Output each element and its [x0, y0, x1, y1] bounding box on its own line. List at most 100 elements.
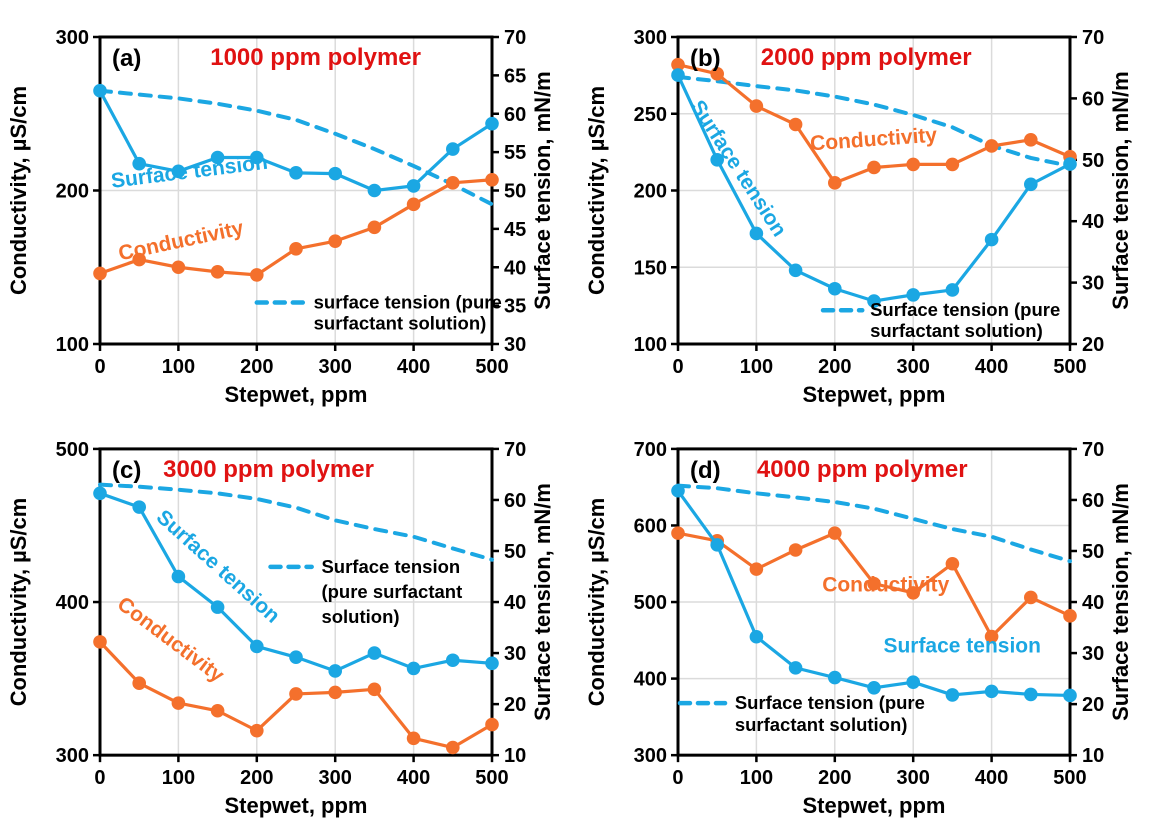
right-tick-label: 45 — [504, 219, 526, 241]
right-axis-title: Surface tension, mN/m — [530, 483, 555, 721]
right-axis-title: Surface tension, mN/m — [1108, 71, 1133, 309]
left-tick-label: 400 — [56, 592, 89, 614]
right-axis-title: Surface tension, mN/m — [1108, 483, 1133, 721]
chart-title: 2000 ppm polymer — [761, 44, 972, 71]
series-marker-conductivity — [1024, 133, 1038, 147]
right-tick-label: 60 — [504, 490, 526, 512]
series-line-conductivity — [98, 178, 494, 277]
left-tick-label: 250 — [634, 104, 667, 126]
left-tick-label: 300 — [634, 745, 667, 767]
series-marker-conductivity — [867, 576, 881, 591]
x-tick-label: 100 — [162, 767, 195, 789]
right-tick-label: 30 — [1082, 273, 1104, 295]
series-marker-conductivity — [132, 676, 146, 690]
series-line-surface-tension-pure — [98, 88, 494, 207]
series-marker-surface-tension — [671, 483, 685, 498]
x-tick-label: 100 — [740, 767, 773, 789]
right-tick-label: 35 — [504, 296, 526, 318]
series-marker-surface-tension — [132, 500, 146, 514]
right-tick-label: 60 — [1082, 490, 1104, 512]
right-tick-label: 70 — [1082, 439, 1104, 461]
x-tick-label: 200 — [818, 356, 851, 378]
chart-panel-d: 0 100 200 300 400 500 300 400 500 600 700 10 20 30 40 5… — [584, 439, 1133, 818]
x-tick-label: 400 — [397, 356, 430, 378]
series-marker-conductivity — [171, 260, 186, 275]
x-tick-label: 300 — [319, 356, 352, 378]
left-tick-label: 300 — [56, 27, 89, 49]
series-marker-conductivity — [446, 176, 460, 190]
left-tick-label: 200 — [56, 181, 89, 203]
series-marker-surface-tension — [788, 263, 803, 278]
series-marker-surface-tension — [710, 153, 724, 167]
left-tick-label: 700 — [634, 439, 667, 461]
series-line-surface-tension-pure — [676, 483, 1072, 564]
series-marker-conductivity — [828, 176, 842, 190]
series-marker-conductivity — [249, 268, 264, 282]
x-axis-title: Stepwet, ppm — [225, 793, 368, 818]
right-axis-title: Surface tension, mN/m — [530, 71, 555, 309]
series-marker-surface-tension — [210, 150, 225, 165]
legend-label: surfactant solution) — [870, 320, 1043, 341]
series-marker-surface-tension — [446, 142, 460, 156]
x-tick-label: 500 — [1053, 356, 1086, 378]
series-marker-conductivity — [289, 687, 303, 701]
series-marker-conductivity — [446, 740, 460, 755]
series-marker-conductivity — [93, 266, 107, 281]
series-marker-surface-tension — [906, 675, 920, 689]
series-marker-conductivity — [249, 723, 264, 738]
x-tick-label: 500 — [1053, 767, 1086, 789]
series-marker-surface-tension — [485, 116, 499, 131]
chart-panel-b: 0 100 200 300 400 500100150200250300203040506… — [584, 27, 1133, 407]
series-marker-surface-tension — [249, 639, 264, 654]
panel-letter: (b) — [690, 45, 721, 72]
x-tick-label: 300 — [897, 767, 930, 789]
series-marker-conductivity — [828, 526, 842, 540]
series-marker-conductivity — [328, 234, 343, 248]
right-tick-label: 50 — [1082, 150, 1104, 172]
panel-letter: (a) — [112, 45, 141, 72]
series-marker-surface-tension — [1024, 177, 1038, 192]
series-marker-surface-tension — [367, 183, 382, 198]
series-marker-surface-tension — [867, 294, 881, 308]
right-tick-label: 50 — [504, 181, 526, 203]
series-marker-surface-tension — [171, 569, 186, 584]
panel-letter: (c) — [112, 457, 141, 484]
right-tick-label: 40 — [504, 257, 526, 279]
left-tick-label: 400 — [634, 669, 667, 691]
series-marker-surface-tension — [367, 646, 382, 660]
inline-label-surface-tension: Surface tension — [110, 151, 269, 193]
x-tick-label: 500 — [475, 356, 508, 378]
series-marker-conductivity — [867, 160, 881, 175]
legend-label: Surface tension — [321, 556, 460, 577]
left-tick-label: 150 — [634, 257, 667, 279]
series-marker-conductivity — [171, 696, 186, 710]
right-tick-label: 50 — [1082, 541, 1104, 563]
series-marker-conductivity — [906, 157, 920, 172]
legend-label: surfactant solution) — [735, 714, 908, 735]
x-tick-label: 200 — [818, 767, 851, 789]
x-tick-label: 0 — [672, 356, 683, 378]
right-tick-label: 50 — [504, 541, 526, 563]
series-marker-conductivity — [132, 252, 146, 267]
series-marker-conductivity — [749, 562, 764, 576]
panel-letter: (d) — [690, 457, 721, 484]
inline-label-conductivity: Conductivity — [116, 216, 245, 265]
series-marker-surface-tension — [945, 688, 960, 702]
series-marker-surface-tension — [984, 684, 999, 699]
legend-label: surfactant solution) — [314, 312, 487, 333]
series-marker-conductivity — [93, 635, 107, 649]
series-marker-conductivity — [406, 197, 421, 212]
series-marker-conductivity — [210, 265, 225, 279]
series-marker-surface-tension — [1024, 687, 1038, 702]
x-axis-title: Stepwet, ppm — [802, 382, 945, 407]
left-tick-label: 300 — [634, 27, 667, 49]
left-tick-label: 500 — [634, 592, 667, 614]
left-axis-title: Conductivity, µS/cm — [6, 86, 31, 295]
x-tick-label: 400 — [397, 767, 430, 789]
panel-d: 0 100 200 300 400 500 300 400 500 600 700 10 20 30 40 5… — [578, 412, 1156, 823]
series-marker-surface-tension — [328, 166, 343, 181]
legend-label: solution) — [321, 606, 399, 627]
series-marker-conductivity — [406, 731, 421, 746]
series-marker-conductivity — [328, 685, 343, 700]
